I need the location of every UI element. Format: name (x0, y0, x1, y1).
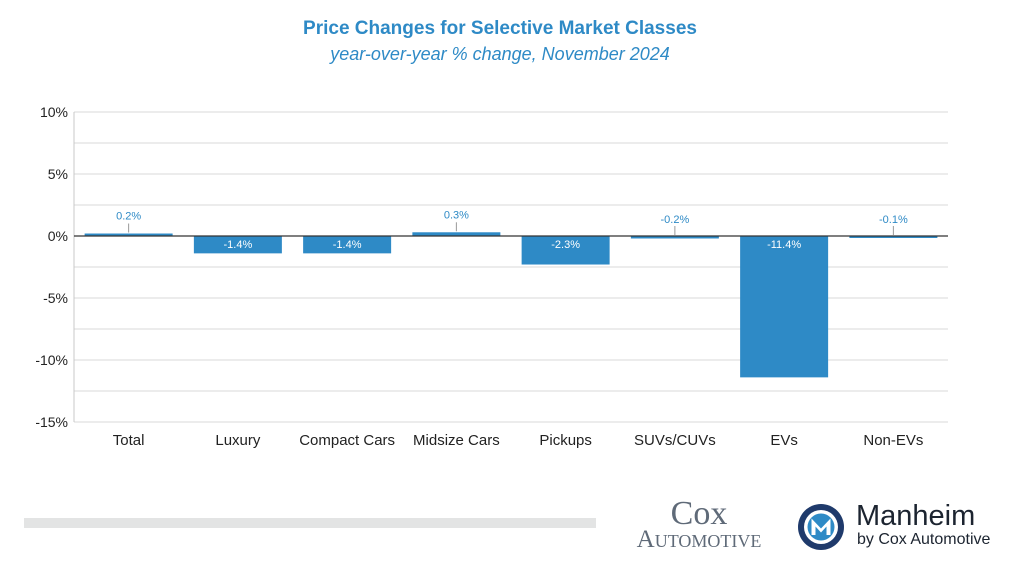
x-tick-label: Total (113, 432, 145, 449)
x-tick-label: SUVs/CUVs (634, 432, 716, 449)
bar (630, 236, 719, 239)
data-label: -11.4% (767, 239, 801, 251)
x-tick-label: Midsize Cars (413, 432, 500, 449)
cox-automotive-logo: Cox Automotive (618, 496, 780, 556)
y-tick-label: -10% (35, 352, 68, 368)
y-tick-label: 0% (48, 228, 68, 244)
bar (193, 236, 282, 254)
y-tick-label: -15% (35, 414, 68, 430)
manheim-emblem-icon (798, 504, 844, 550)
footer-divider (24, 518, 596, 528)
bar (303, 236, 392, 254)
cox-logo-line2: Automotive (636, 526, 762, 553)
y-tick-label: 10% (40, 104, 68, 120)
x-tick-label: Non-EVs (863, 432, 923, 449)
bar (84, 233, 173, 236)
data-label: 0.3% (444, 209, 469, 221)
data-label: -1.4% (224, 239, 253, 251)
y-tick-label: -5% (43, 290, 68, 306)
x-tick-label: Luxury (215, 432, 261, 449)
bar (849, 236, 938, 238)
chart-title: Price Changes for Selective Market Class… (303, 18, 697, 39)
bar (740, 236, 829, 378)
data-label: -2.3% (551, 239, 580, 251)
y-tick-label: 5% (48, 166, 68, 182)
bar (412, 232, 501, 236)
manheim-logo-sub: by Cox Automotive (857, 531, 991, 548)
cox-logo-line1: Cox (670, 495, 728, 532)
data-label: -0.2% (661, 214, 690, 226)
chart-subtitle: year-over-year % change, November 2024 (330, 44, 670, 64)
manheim-logo-name: Manheim (856, 500, 976, 532)
data-label: -1.4% (333, 239, 362, 251)
x-tick-label: EVs (770, 432, 798, 449)
x-tick-label: Compact Cars (299, 432, 395, 449)
bar (521, 236, 610, 265)
x-tick-label: Pickups (539, 432, 592, 449)
data-label: -0.1% (879, 214, 908, 226)
data-label: 0.2% (116, 211, 141, 223)
